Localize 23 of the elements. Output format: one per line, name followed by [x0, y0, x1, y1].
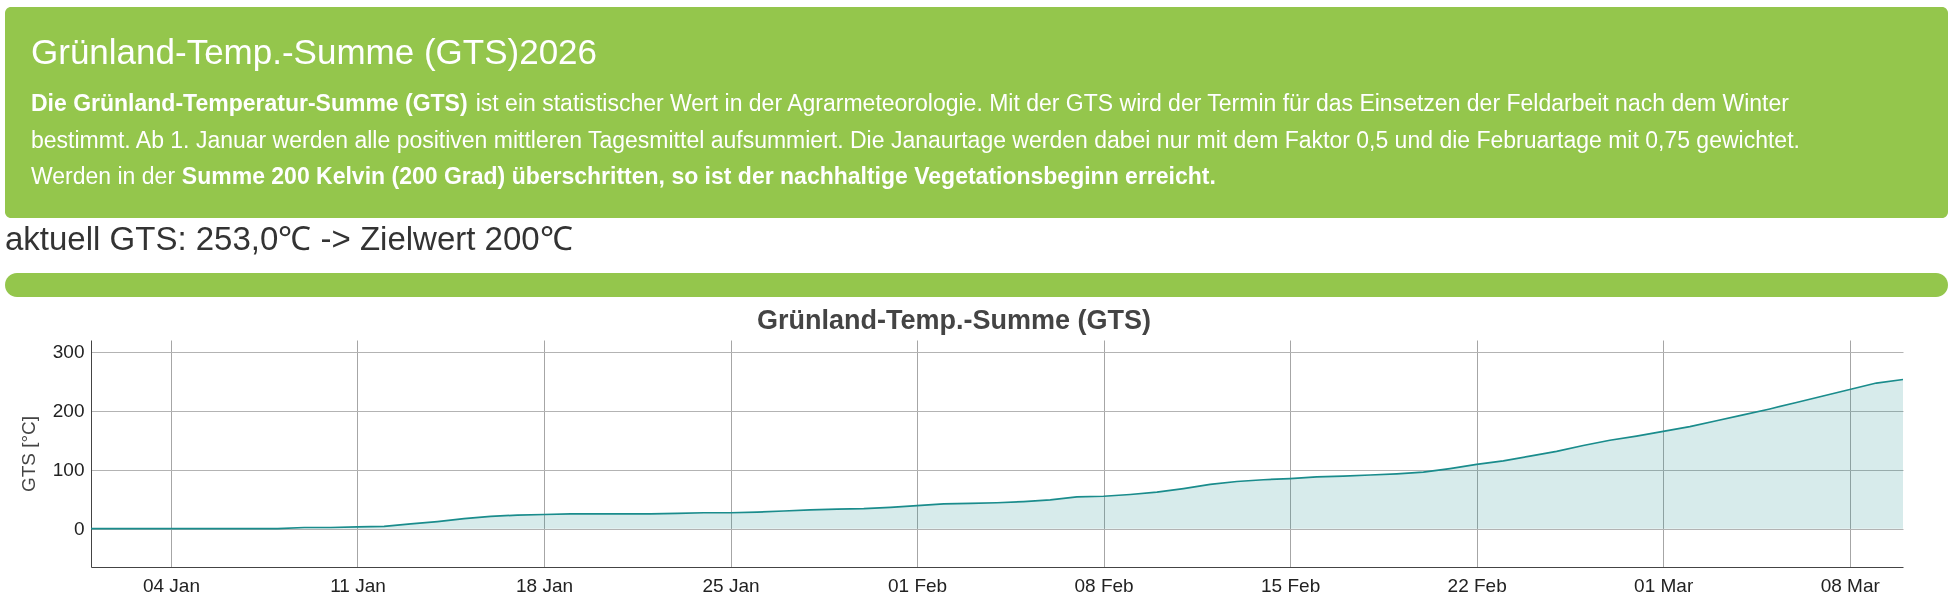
text: Werden in der — [31, 163, 176, 189]
text: Grünland-Temp.-Summe (GTS)2026 — [31, 32, 598, 71]
x-tick-label: 25 Jan — [702, 574, 760, 596]
y-tick-label: 100 — [52, 459, 85, 481]
x-tick-label: 08 Mar — [1820, 574, 1881, 596]
chart-title: Grünland-Temp.-Summe (GTS) — [756, 305, 1152, 335]
y-tick-label: 0 — [73, 518, 85, 540]
x-tick-label: 15 Feb — [1261, 574, 1321, 596]
x-tick-label: 08 Feb — [1074, 574, 1134, 596]
text: aktuell GTS: 253,0℃ -> Zielwert 200℃ — [5, 220, 573, 257]
text: Die Grünland-Temperatur-Summe (GTS) — [31, 90, 468, 116]
y-tick-label: 300 — [52, 341, 85, 363]
x-tick-label: 01 Mar — [1634, 574, 1694, 596]
x-tick-label: 04 Jan — [142, 574, 200, 596]
y-tick-label: 200 — [52, 400, 85, 422]
y-axis-title: GTS [°C] — [17, 415, 39, 493]
text: bestimmt. Ab 1. Januar werden alle positiven mittleren Tagesmittel aufsummiert. Die Janaurtage werden dabei nur mit dem Faktor 0,5 und die Februartage mit 0,75 gewichtet. — [31, 126, 1800, 153]
x-tick-label: 22 Feb — [1447, 574, 1507, 596]
x-tick-label: 18 Jan — [515, 574, 574, 596]
text: ist ein statistischer Wert in der Agrarmeteorologie. Mit der GTS wird der Termin für das Einsetzen der Feldarbeit nach dem Winter — [475, 90, 1790, 116]
x-tick-label: 01 Feb — [887, 574, 948, 596]
x-tick-label: 11 Jan — [330, 574, 386, 596]
text: Summe 200 Kelvin (200 Grad) überschritten, so ist der nachhaltige Vegetationsbeginn erreicht. — [181, 163, 1216, 189]
